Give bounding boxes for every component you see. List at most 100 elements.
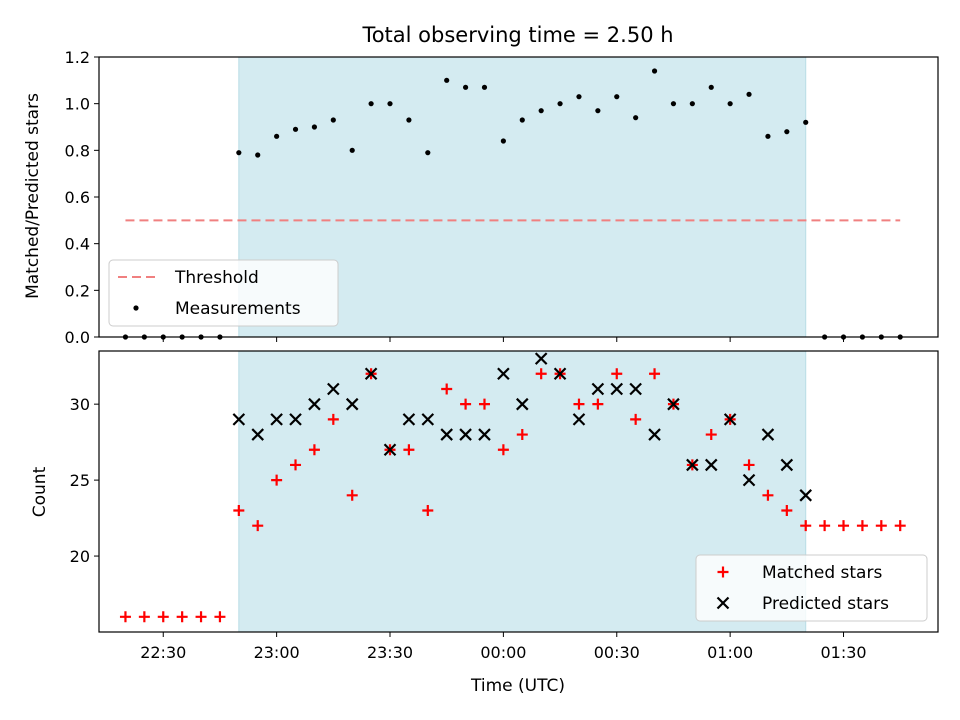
y-tick-label: 0.0	[65, 328, 90, 347]
data-point	[327, 382, 340, 396]
data-point	[667, 397, 680, 411]
data-point	[780, 458, 794, 472]
data-point	[576, 94, 582, 100]
data-point	[648, 428, 661, 441]
legend-label: Threshold	[174, 268, 259, 288]
x-tick-label: 23:30	[367, 643, 413, 662]
data-point	[819, 520, 831, 532]
y-tick-label: 20	[70, 547, 90, 566]
data-point	[440, 428, 453, 441]
y-tick-label: 1.2	[65, 48, 90, 67]
data-point	[481, 84, 488, 90]
data-point	[649, 368, 661, 380]
data-point	[553, 367, 567, 381]
legend-marker-swatch	[716, 596, 730, 610]
bottom-y-axis-label: Count	[30, 466, 50, 517]
data-point	[459, 428, 472, 441]
data-point	[629, 382, 642, 396]
data-point	[478, 428, 491, 441]
data-point	[535, 368, 547, 380]
series-matched-stars	[119, 368, 906, 623]
data-point	[670, 101, 677, 107]
x-tick-label: 01:00	[707, 643, 753, 662]
data-point	[573, 398, 585, 410]
data-point	[633, 115, 639, 121]
data-point	[346, 489, 358, 501]
data-point	[519, 117, 525, 123]
data-point	[383, 443, 397, 457]
legend-label: Matched stars	[762, 563, 882, 583]
legend-marker-swatch	[133, 305, 139, 311]
data-point	[444, 77, 450, 83]
data-point	[686, 458, 699, 472]
data-point	[364, 367, 378, 381]
data-point	[290, 459, 302, 471]
data-point	[689, 101, 695, 107]
y-tick-label: 1.0	[65, 95, 90, 114]
data-point	[591, 382, 605, 396]
x-tick-label: 23:00	[254, 643, 300, 662]
data-point	[723, 413, 737, 426]
data-point	[308, 444, 320, 456]
data-point	[784, 129, 790, 135]
data-point	[800, 520, 812, 532]
data-point	[345, 397, 359, 411]
data-point	[630, 413, 642, 425]
data-point	[422, 504, 434, 516]
data-point	[292, 126, 299, 132]
y-tick-label: 0.6	[65, 188, 90, 207]
data-point	[497, 367, 510, 381]
data-point	[176, 611, 188, 623]
data-point	[368, 101, 374, 107]
x-tick-label: 01:30	[820, 643, 866, 662]
data-point	[214, 611, 226, 623]
data-point	[311, 124, 318, 130]
legend-box	[695, 554, 928, 622]
data-point	[500, 138, 506, 144]
top-panel: 0.0 0.2 0.4 0.6 0.8 1.0 1.2 Threshold Measuremen…	[65, 48, 939, 347]
data-point	[255, 152, 261, 158]
chart-title: Total observing time = 2.50 h	[361, 23, 673, 47]
data-point	[406, 117, 412, 123]
legend-box	[108, 259, 339, 327]
data-point	[610, 382, 624, 396]
y-tick-label: 25	[70, 471, 90, 490]
data-point	[742, 473, 756, 487]
data-point	[233, 504, 245, 516]
data-point	[727, 101, 733, 107]
legend-label: Measurements	[175, 299, 301, 319]
data-point	[746, 91, 752, 97]
y-tick-label: 30	[70, 395, 90, 414]
y-tick-label: 0.8	[65, 141, 90, 160]
data-point	[421, 413, 435, 426]
axes-frame	[98, 56, 939, 338]
data-point	[460, 398, 472, 410]
data-point	[516, 429, 528, 441]
data-point	[614, 94, 620, 100]
data-point	[478, 398, 490, 410]
data-point	[497, 444, 509, 456]
data-point	[308, 397, 321, 411]
data-point	[425, 150, 431, 156]
data-point	[705, 429, 717, 441]
x-axis-label: Time (UTC)	[470, 676, 565, 696]
data-point	[803, 119, 809, 125]
data-point	[289, 413, 302, 426]
data-point	[271, 474, 283, 486]
data-point	[743, 459, 755, 471]
data-point	[592, 398, 604, 410]
data-point	[538, 108, 544, 114]
data-point	[856, 520, 868, 532]
data-point	[572, 413, 586, 426]
y-tick-label: 0.4	[65, 235, 90, 254]
data-point	[838, 520, 850, 532]
data-point	[402, 413, 416, 426]
data-point	[270, 413, 283, 426]
data-point	[330, 117, 336, 123]
data-point	[708, 84, 714, 90]
data-point	[441, 383, 453, 395]
data-point	[274, 133, 280, 139]
legend-marker-swatch	[717, 566, 729, 578]
data-point	[534, 352, 548, 365]
